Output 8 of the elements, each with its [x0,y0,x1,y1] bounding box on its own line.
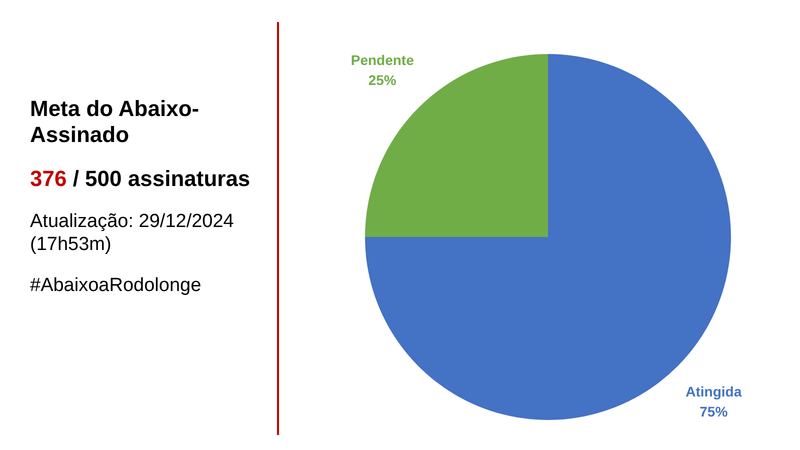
text: Meta do Abaixo-Assinado [30,96,200,148]
data-label: 25% [368,72,397,88]
text: Atualização: 29/12/2024 (17h53m) [30,210,235,256]
slice-label: Pendente [350,52,414,68]
data-label: 75% [700,403,728,420]
text: #AbaixoaRodolonge [30,274,202,297]
slice-label: Atingida [686,383,742,400]
text: 376 / 500 assinaturas [30,166,252,192]
